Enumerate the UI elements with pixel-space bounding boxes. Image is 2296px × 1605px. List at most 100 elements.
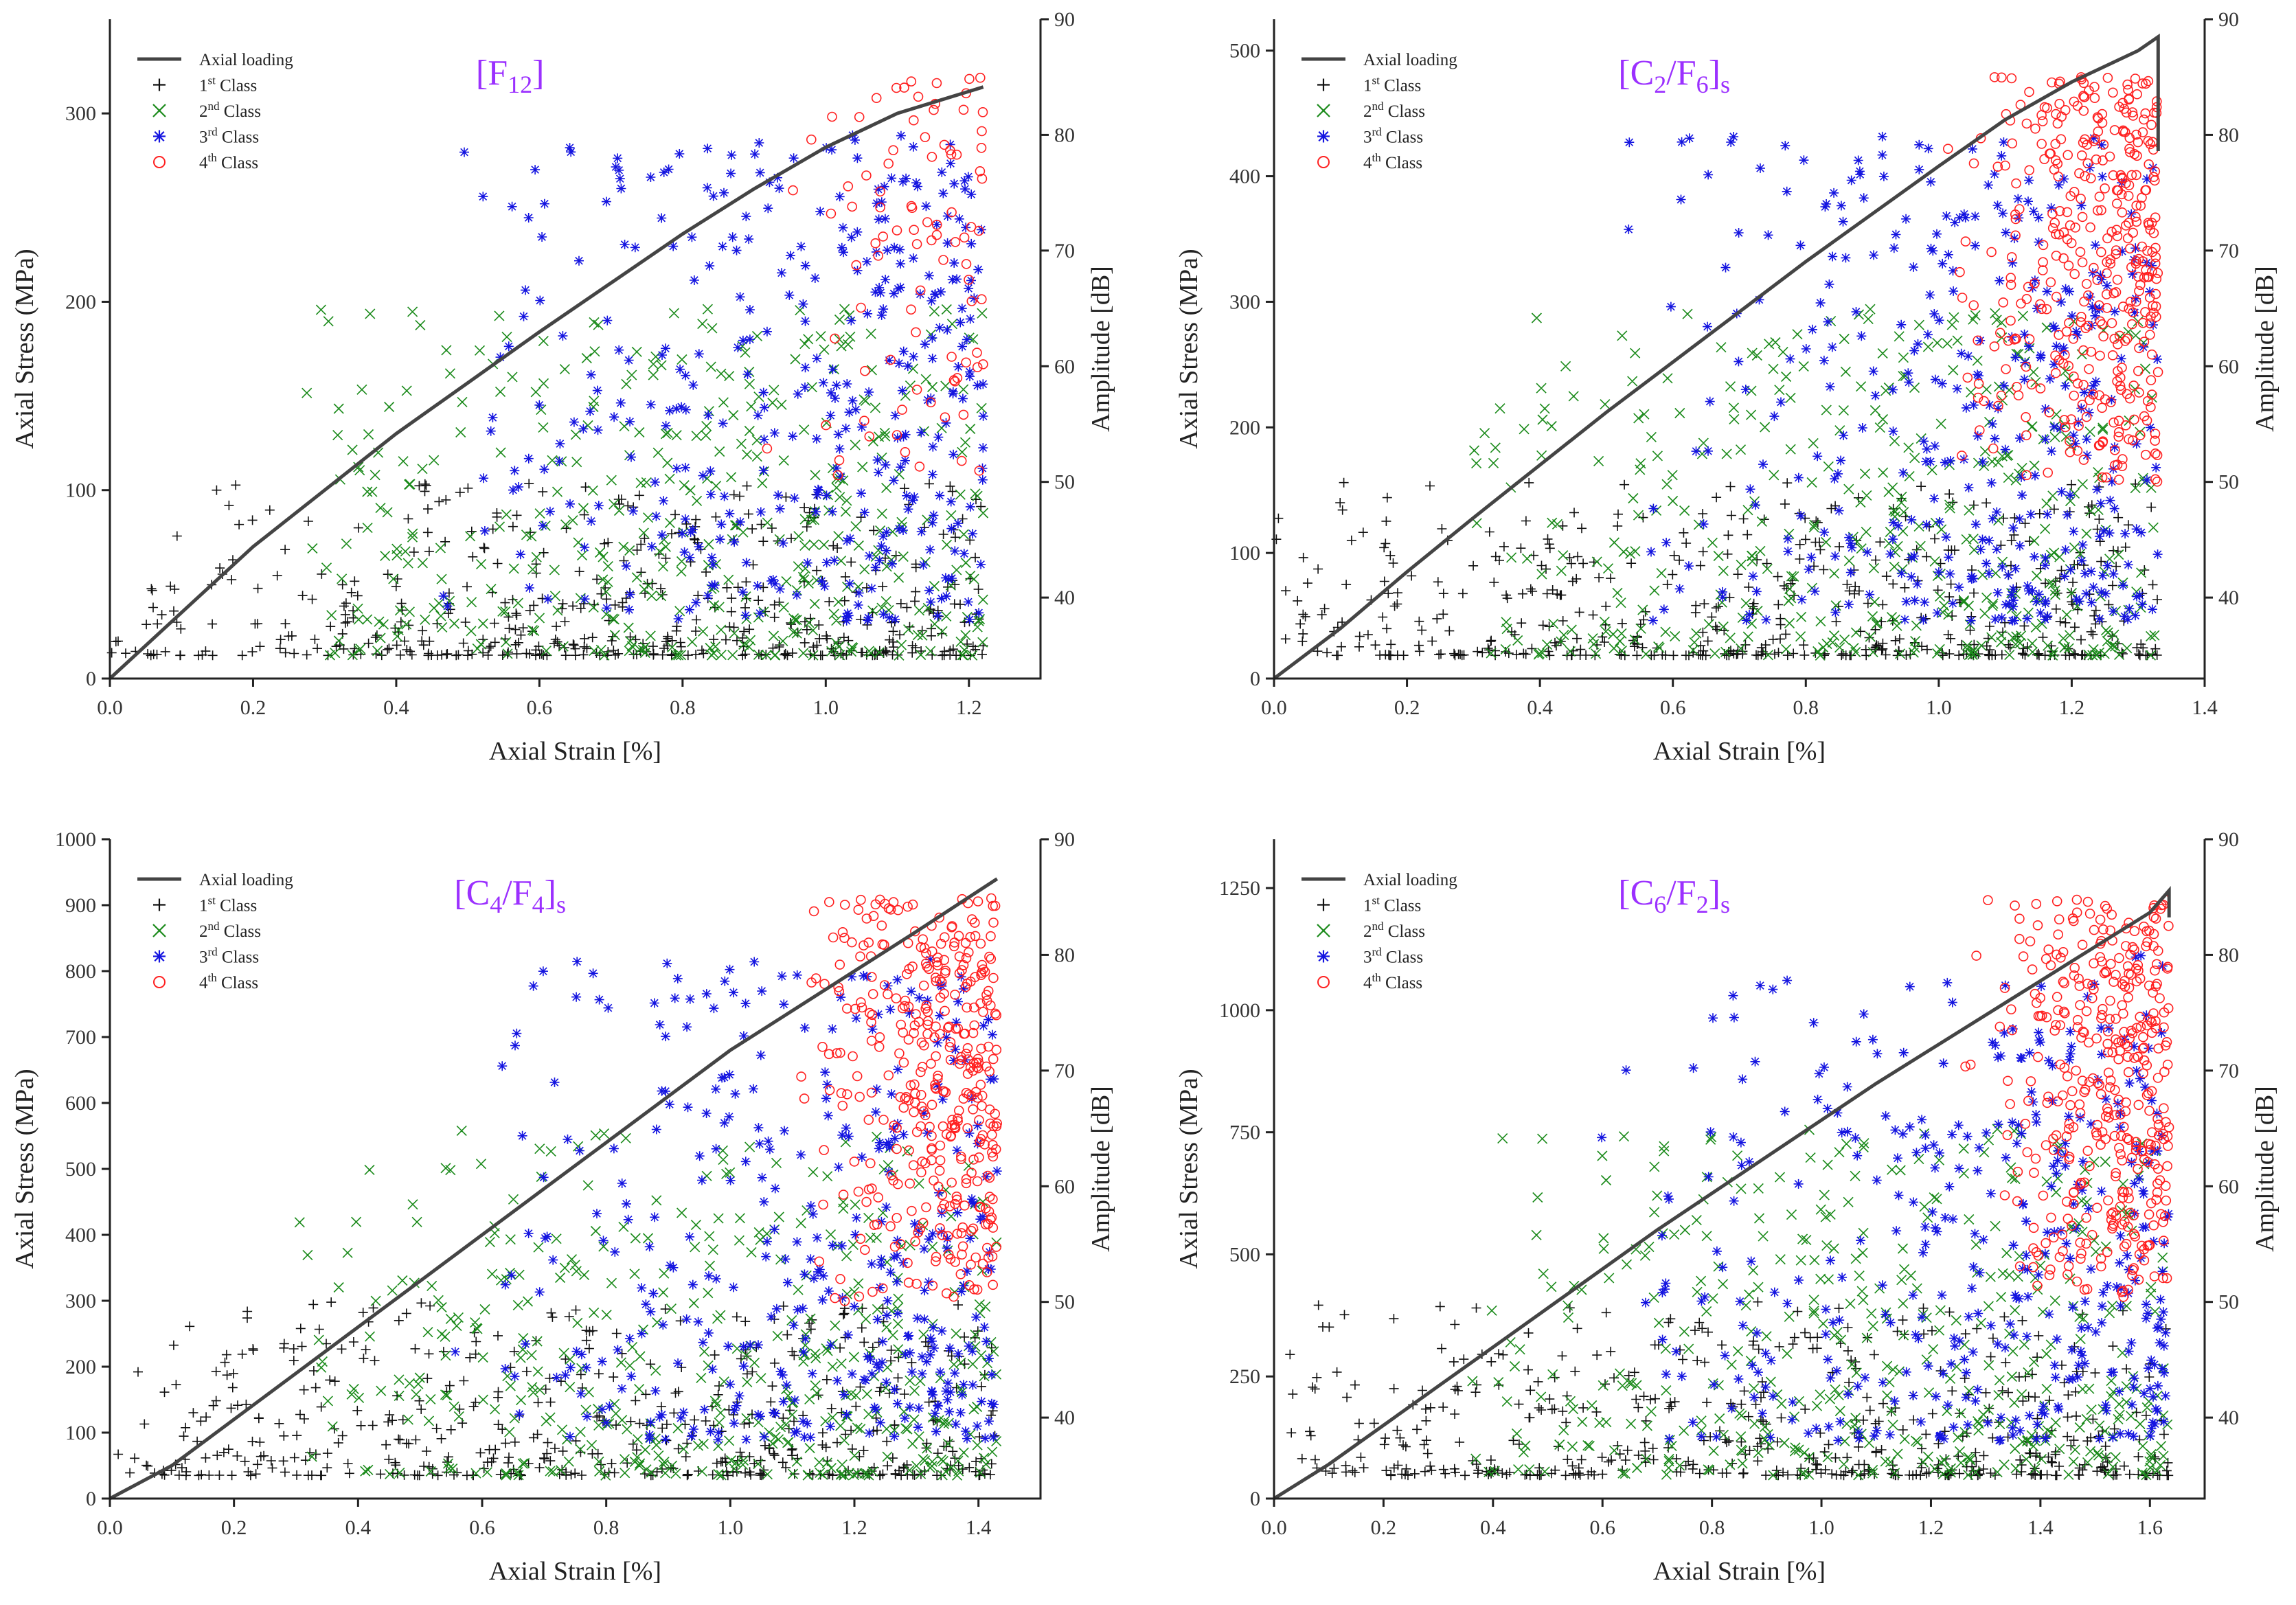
class4-point	[2051, 109, 2061, 119]
class4-point	[2100, 183, 2110, 194]
class4-point	[888, 145, 898, 155]
class4-point	[935, 1140, 946, 1151]
class4-point	[2141, 1020, 2152, 1031]
class4-point	[990, 1008, 1001, 1019]
class4-point	[983, 1252, 994, 1263]
class4-point	[2135, 973, 2146, 984]
class4-point	[2108, 170, 2119, 181]
class4-point	[842, 1003, 852, 1014]
class4-point	[2012, 381, 2022, 392]
series-class-4	[1943, 72, 2163, 487]
class4-point	[2062, 207, 2073, 218]
class4-point	[2100, 966, 2111, 977]
legend-marker-class3	[1317, 130, 1330, 143]
class4-point	[987, 1251, 998, 1262]
y2-tick-label: 80	[2218, 124, 2239, 146]
class4-point	[977, 1091, 988, 1101]
class4-point	[971, 1062, 982, 1072]
class4-point	[2141, 926, 2152, 937]
class4-point	[865, 1008, 875, 1018]
class4-point	[933, 1181, 944, 1192]
class4-point	[978, 1007, 988, 1017]
class4-point	[2081, 1212, 2091, 1223]
class4-point	[2089, 924, 2100, 935]
class4-point	[2045, 960, 2056, 970]
class4-point	[2014, 1261, 2025, 1272]
class4-point	[2144, 219, 2154, 230]
class4-point	[2113, 185, 2124, 196]
class4-point	[2111, 970, 2121, 980]
x-tick-label: 1.0	[813, 696, 839, 719]
class4-point	[898, 1003, 908, 1014]
class4-point	[920, 132, 931, 142]
class4-point	[2100, 900, 2111, 911]
class4-point	[2124, 982, 2135, 993]
class4-point	[2134, 286, 2144, 297]
class4-point	[948, 941, 959, 952]
x-tick-label: 0.8	[593, 1516, 620, 1539]
series-class-3	[1597, 951, 2174, 1446]
class4-point	[835, 1274, 845, 1284]
class4-point	[2086, 346, 2096, 357]
class4-point	[1957, 293, 1968, 303]
class4-point	[2054, 229, 2065, 240]
class4-point	[902, 969, 912, 979]
class4-point	[898, 1102, 909, 1113]
class4-point	[2150, 1016, 2161, 1026]
class4-point	[867, 1286, 878, 1297]
class4-point	[909, 115, 919, 126]
class4-point	[2033, 1011, 2044, 1021]
class4-point	[970, 918, 980, 928]
class4-point	[2111, 245, 2122, 255]
class4-point	[2131, 170, 2141, 181]
class4-point	[2145, 139, 2156, 150]
class4-point	[962, 1002, 972, 1013]
class4-point	[2137, 127, 2148, 137]
class4-point	[986, 893, 997, 904]
class4-point	[867, 989, 878, 999]
class4-point	[911, 239, 922, 249]
class4-point	[2047, 208, 2058, 219]
class4-point	[2148, 1220, 2159, 1231]
class4-point	[2041, 1238, 2051, 1249]
class4-point	[867, 1183, 877, 1194]
class4-point	[2147, 1027, 2157, 1038]
class4-point	[2006, 73, 2017, 84]
class4-point	[808, 906, 819, 917]
class4-point	[2124, 1193, 2134, 1204]
class4-point	[2091, 154, 2102, 165]
class4-point	[968, 1104, 978, 1115]
class4-point	[2089, 93, 2100, 103]
class4-point	[1957, 451, 1967, 461]
class4-point	[2116, 385, 2126, 395]
class4-point	[2023, 282, 2034, 293]
class4-point	[2144, 1240, 2155, 1251]
series-class-1	[113, 1297, 1000, 1481]
x-tick-label: 0.2	[1371, 1516, 1397, 1539]
class4-point	[2152, 1073, 2163, 1083]
y2-tick-label: 50	[1054, 471, 1075, 494]
class4-point	[2063, 260, 2074, 271]
class4-point	[2106, 959, 2116, 969]
class4-point	[939, 1199, 950, 1210]
class4-point	[2134, 387, 2144, 398]
class4-point	[924, 1122, 935, 1132]
class4-point	[2138, 1032, 2148, 1043]
class4-point	[966, 1225, 977, 1236]
class4-point	[974, 466, 985, 476]
class4-point	[1983, 895, 1993, 905]
class4-point	[2103, 1067, 2114, 1078]
x-tick-label: 1.0	[1808, 1516, 1834, 1539]
class4-point	[940, 412, 951, 423]
class4-point	[2144, 272, 2154, 282]
x-tick-label: 0.6	[1660, 696, 1686, 719]
class4-point	[2058, 1147, 2068, 1158]
x-tick-label: 0.4	[1480, 1516, 1506, 1539]
class4-point	[2113, 1054, 2124, 1065]
class4-point	[2087, 1229, 2098, 1240]
class4-point	[2079, 1086, 2089, 1097]
class4-point	[853, 904, 864, 915]
class4-point	[2005, 280, 2016, 291]
class4-point	[2148, 172, 2159, 183]
legend-label-class4: 4th Class	[199, 151, 258, 172]
